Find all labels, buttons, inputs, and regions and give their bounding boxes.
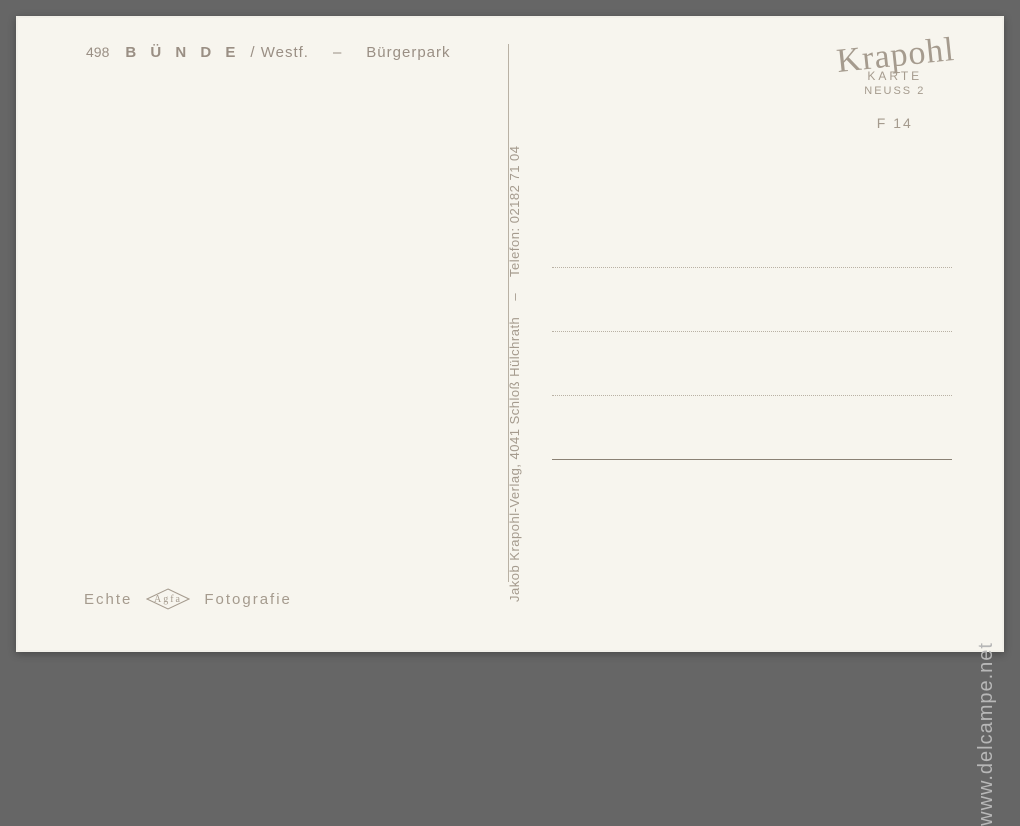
address-line-4 xyxy=(552,458,952,460)
header-caption: 498 B Ü N D E / Westf. – Bürgerpark xyxy=(86,44,451,61)
agfa-logo-text: Agfa xyxy=(154,594,182,605)
footer-left: Echte xyxy=(84,591,132,608)
footer-caption: Echte Agfa Fotografie xyxy=(84,588,292,610)
place-name: Bürgerpark xyxy=(366,44,450,61)
address-line-3 xyxy=(552,394,952,396)
watermark: www.delcampe.net xyxy=(975,642,998,826)
publisher-address: 4041 Schloß Hülchrath xyxy=(507,317,522,460)
publisher-name: Jakob Krapohl-Verlag, xyxy=(507,464,522,602)
brand-block: Krapohl KARTE NEUSS 2 F 14 xyxy=(836,38,954,131)
footer-right: Fotografie xyxy=(204,591,292,608)
publisher-phone: 02182 71 04 xyxy=(507,145,522,223)
brand-script: Krapohl xyxy=(835,36,956,75)
agfa-logo: Agfa xyxy=(146,588,190,610)
region-name: / Westf. xyxy=(250,44,309,61)
city-name: B Ü N D E xyxy=(125,44,240,61)
publisher-imprint: Jakob Krapohl-Verlag, 4041 Schloß Hülchr… xyxy=(507,145,522,602)
brand-line3: NEUSS 2 xyxy=(836,85,954,97)
address-lines xyxy=(552,266,952,460)
header-dash: – xyxy=(333,44,342,61)
brand-code: F 14 xyxy=(836,115,954,131)
catalog-number: 498 xyxy=(86,44,109,60)
postcard: 498 B Ü N D E / Westf. – Bürgerpark Jako… xyxy=(16,16,1004,652)
publisher-sep: – xyxy=(507,293,522,301)
publisher-phone-label: Telefon: xyxy=(507,227,522,277)
address-line-2 xyxy=(552,330,952,332)
postcard-content: 498 B Ü N D E / Westf. – Bürgerpark Jako… xyxy=(16,16,1004,652)
address-line-1 xyxy=(552,266,952,268)
